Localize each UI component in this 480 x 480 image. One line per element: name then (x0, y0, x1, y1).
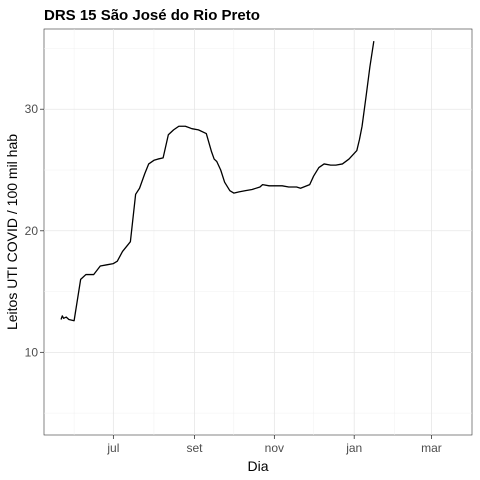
y-axis-label: Leitos UTI COVID / 100 mil hab (4, 134, 20, 330)
x-tick-label: jan (345, 441, 362, 455)
plot-panel (43, 28, 473, 436)
axes: jul set nov jan mar 10 20 30 (25, 102, 442, 455)
x-tick-label: nov (265, 441, 284, 455)
chart-title: DRS 15 São José do Rio Preto (44, 7, 260, 24)
y-tick-label: 20 (25, 224, 39, 238)
y-tick-label: 10 (25, 345, 39, 359)
y-tick-label: 30 (25, 102, 39, 116)
x-axis-label: Dia (247, 458, 268, 474)
x-tick-label: mar (421, 441, 442, 455)
x-tick-label: jul (106, 441, 119, 455)
series-line (60, 41, 375, 322)
gridlines (44, 29, 472, 435)
x-tick-label: set (187, 441, 204, 455)
